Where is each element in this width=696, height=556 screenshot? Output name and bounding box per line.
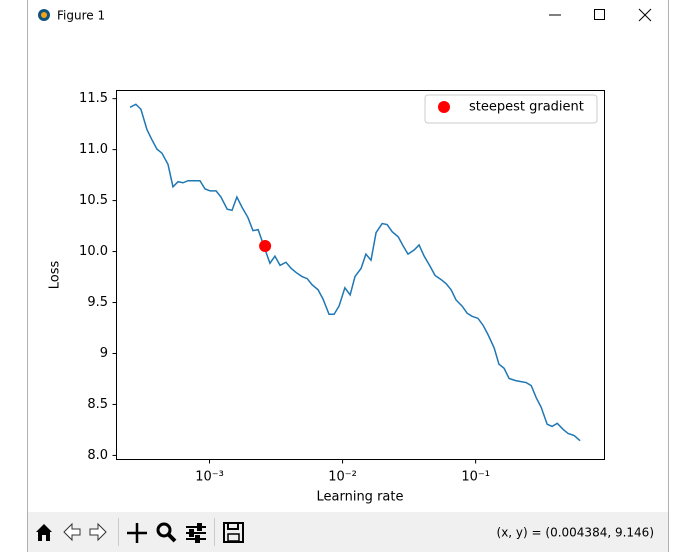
y-tick-label: 10.5 — [79, 193, 108, 208]
save-button[interactable] — [223, 522, 244, 543]
app-icon — [38, 9, 50, 21]
maximize-button[interactable] — [594, 9, 605, 20]
data-point — [259, 239, 272, 252]
y-tick-label: 9.5 — [87, 295, 108, 310]
status-text: (x, y) = (0.004384, 9.146) — [497, 526, 654, 540]
window-title: Figure 1 — [57, 9, 105, 23]
chart: Learning rate Loss 8.0 8.5 9 9.5 10.0 10.5 11.… — [48, 90, 605, 505]
x-tick-label: 10⁻² — [328, 470, 357, 485]
close-button[interactable] — [638, 8, 652, 22]
forward-button[interactable] — [89, 522, 107, 542]
y-tick-label: 8.5 — [87, 397, 108, 412]
y-tick-label: 10.0 — [79, 244, 108, 259]
legend-marker — [438, 101, 450, 113]
back-button[interactable] — [63, 522, 81, 542]
configure-button[interactable] — [186, 523, 206, 543]
title-bar — [0, 0, 696, 30]
y-tick-label: 11.5 — [79, 91, 108, 106]
y-tick-label: 11.0 — [79, 142, 108, 157]
x-tick-label: 10⁻³ — [195, 470, 224, 485]
plot-area — [116, 90, 605, 460]
y-tick-label: 9 — [100, 346, 108, 361]
home-button[interactable] — [36, 524, 52, 541]
x-axis-label: Learning rate — [317, 490, 404, 505]
pan-button[interactable] — [127, 523, 147, 543]
legend-box — [424, 94, 598, 124]
zoom-button[interactable] — [156, 522, 177, 543]
y-axis-label: Loss — [48, 261, 63, 290]
x-tick-label: 10⁻¹ — [461, 470, 490, 485]
legend-label: steepest gradient — [469, 100, 584, 115]
data-line — [129, 103, 581, 442]
y-tick-label: 8.0 — [87, 448, 108, 463]
